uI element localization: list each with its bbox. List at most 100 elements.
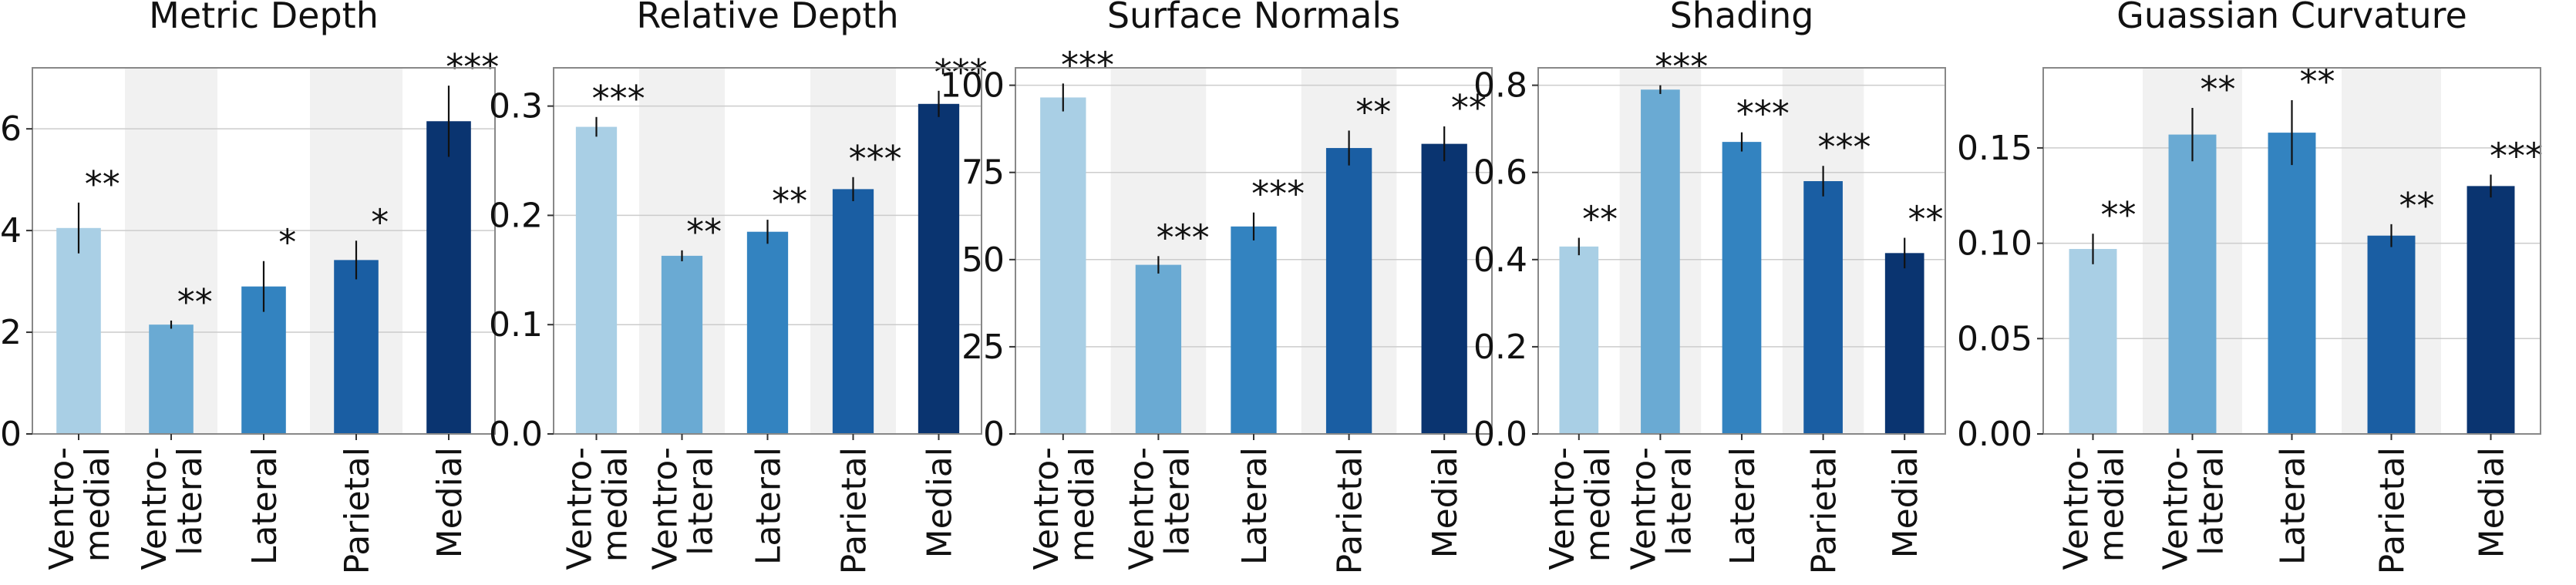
bar	[1325, 148, 1372, 435]
x-category-label: Parietal	[1805, 447, 1844, 574]
x-category-label: lateral	[1157, 447, 1197, 556]
bar	[2467, 186, 2515, 434]
chart-title: Relative Depth	[636, 0, 898, 36]
y-tick-label: 0.00	[1957, 415, 2032, 454]
y-tick-label: 0	[0, 415, 22, 454]
bar	[832, 189, 874, 434]
chart-title: Surface Normals	[1107, 0, 1400, 36]
x-category-label: Ventro-	[646, 447, 685, 570]
chart-title: Metric Depth	[149, 0, 379, 36]
significance-label: **	[177, 281, 213, 323]
bar	[149, 324, 194, 434]
y-tick-label: 0.05	[1957, 319, 2032, 358]
x-category-label: Medial	[430, 447, 470, 558]
x-category-label: Ventro-	[1543, 447, 1582, 570]
significance-label: **	[1582, 199, 1618, 240]
x-category-label: Lateral	[1723, 447, 1763, 565]
bar	[2367, 235, 2416, 434]
x-category-label: Ventro-	[2057, 447, 2096, 570]
y-tick-label: 0.2	[1473, 328, 1527, 367]
x-category-label: Lateral	[1235, 447, 1275, 565]
bar	[2268, 133, 2316, 435]
bar	[1559, 246, 1599, 434]
y-tick-label: 25	[961, 328, 1005, 367]
y-tick-label: 0.2	[489, 196, 543, 235]
significance-label: ***	[849, 138, 902, 180]
bar	[426, 121, 471, 435]
significance-label: ***	[1736, 93, 1790, 135]
significance-label: **	[2100, 194, 2136, 236]
y-tick-label: 0	[983, 415, 1005, 454]
chart-title: Shading	[1670, 0, 1814, 36]
significance-label: ***	[1157, 217, 1210, 258]
x-category-label: medial	[1578, 447, 1618, 562]
x-category-label: medial	[78, 447, 117, 562]
significance-label: **	[85, 163, 120, 205]
significance-label: **	[686, 211, 722, 253]
significance-label: ***	[934, 52, 988, 93]
x-category-label: lateral	[682, 447, 721, 556]
bar	[1803, 181, 1843, 434]
y-tick-label: 0.8	[1473, 66, 1527, 106]
significance-label: **	[1355, 91, 1391, 133]
significance-label: ***	[1655, 46, 1708, 88]
x-category-label: Ventro-	[2157, 447, 2196, 570]
x-category-label: Medial	[1426, 447, 1465, 558]
chart-panel-3: *************0.00.20.40.60.8Ventro-media…	[1473, 0, 1946, 574]
y-tick-label: 0.15	[1957, 129, 2032, 168]
bar	[1040, 97, 1086, 434]
bar	[334, 260, 379, 434]
x-category-label: medial	[2093, 447, 2132, 562]
y-tick-label: 0.0	[1473, 415, 1527, 454]
x-category-label: Ventro-	[1027, 447, 1066, 570]
bar	[1884, 253, 1924, 434]
y-tick-label: 0.3	[489, 87, 543, 126]
y-tick-label: 100	[940, 66, 1005, 106]
chart-title: Guassian Curvature	[2116, 0, 2467, 36]
x-category-label: Ventro-	[1122, 447, 1161, 570]
x-category-label: Ventro-	[1624, 447, 1663, 570]
y-tick-label: 6	[0, 109, 22, 149]
x-category-label: Ventro-	[135, 447, 174, 570]
x-category-label: Parietal	[835, 447, 874, 574]
bar	[2069, 249, 2117, 434]
significance-label: **	[772, 180, 807, 222]
x-category-label: lateral	[170, 447, 210, 556]
bar	[1722, 142, 1762, 434]
significance-label: ***	[592, 78, 645, 119]
y-tick-label: 0.0	[489, 415, 543, 454]
x-category-label: Ventro-	[42, 447, 82, 570]
x-category-label: medial	[1062, 447, 1102, 562]
significance-label: ***	[1061, 44, 1114, 86]
bar	[1231, 226, 1277, 434]
y-tick-label: 50	[961, 240, 1005, 280]
x-category-label: lateral	[2192, 447, 2231, 556]
bar	[918, 103, 960, 434]
significance-label: *	[278, 222, 296, 264]
x-category-label: Medial	[921, 447, 960, 558]
bar	[1641, 89, 1680, 435]
x-category-label: Parietal	[338, 447, 377, 574]
significance-label: **	[1451, 87, 1487, 129]
y-tick-label: 0.10	[1957, 224, 2032, 264]
significance-label: **	[1908, 199, 1944, 240]
chart-panel-4: **** *******0.000.050.100.15Ventro-medial…	[1957, 0, 2543, 574]
x-category-label: Lateral	[749, 447, 789, 565]
bar	[1421, 143, 1467, 434]
x-category-label: Medial	[2473, 447, 2512, 558]
y-tick-label: 75	[961, 153, 1005, 193]
y-tick-label: 0.1	[489, 305, 543, 345]
y-tick-label: 0.6	[1473, 153, 1527, 193]
bar	[746, 231, 789, 434]
significance-label: ***	[1817, 126, 1871, 168]
y-tick-label: 2	[0, 313, 22, 352]
x-category-label: medial	[596, 447, 635, 562]
x-category-label: Lateral	[245, 447, 285, 565]
x-category-label: Lateral	[2274, 447, 2313, 565]
bar	[2168, 134, 2217, 434]
significance-label: ***	[1251, 173, 1305, 215]
bar	[1135, 264, 1182, 434]
